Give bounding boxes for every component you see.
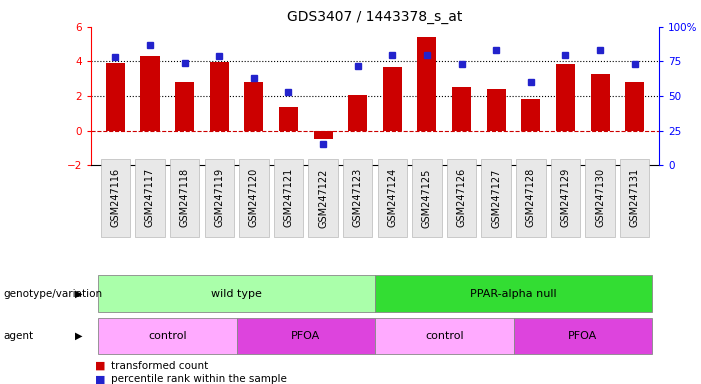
Text: GSM247127: GSM247127 (491, 168, 501, 228)
Text: wild type: wild type (211, 289, 262, 299)
Bar (245, 82, 264, 131)
Bar (140, 56, 160, 131)
Text: GSM247121: GSM247121 (283, 168, 294, 227)
Bar (175, 82, 194, 131)
Bar (452, 88, 471, 131)
Text: agent: agent (4, 331, 34, 341)
Text: GSM247125: GSM247125 (422, 168, 432, 228)
Text: control: control (425, 331, 463, 341)
Bar (383, 67, 402, 131)
Text: ■: ■ (95, 374, 105, 384)
Text: PFOA: PFOA (568, 331, 597, 341)
Text: GSM247117: GSM247117 (145, 168, 155, 227)
Bar (348, 95, 367, 131)
Text: GSM247126: GSM247126 (456, 168, 467, 227)
Text: transformed count: transformed count (111, 361, 208, 371)
Bar (375, 275, 652, 312)
Text: percentile rank within the sample: percentile rank within the sample (111, 374, 287, 384)
Text: GSM247130: GSM247130 (595, 168, 605, 227)
Bar (98, 275, 375, 312)
Bar (210, 62, 229, 131)
Text: PPAR-alpha null: PPAR-alpha null (470, 289, 557, 299)
Bar (236, 318, 375, 354)
Title: GDS3407 / 1443378_s_at: GDS3407 / 1443378_s_at (287, 10, 463, 25)
Text: GSM247120: GSM247120 (249, 168, 259, 227)
Text: GSM247119: GSM247119 (215, 168, 224, 227)
Bar (625, 82, 644, 131)
Bar (375, 318, 514, 354)
Bar (522, 99, 540, 131)
Bar (279, 107, 298, 131)
Text: GSM247118: GSM247118 (179, 168, 189, 227)
Text: genotype/variation: genotype/variation (4, 289, 102, 299)
Bar (106, 63, 125, 131)
Bar (418, 37, 437, 131)
Text: GSM247123: GSM247123 (353, 168, 362, 227)
Text: ▶: ▶ (75, 289, 83, 299)
Text: GSM247129: GSM247129 (561, 168, 571, 227)
Text: GSM247128: GSM247128 (526, 168, 536, 227)
Bar (98, 318, 236, 354)
Text: GSM247131: GSM247131 (629, 168, 640, 227)
Text: GSM247116: GSM247116 (110, 168, 121, 227)
Bar (486, 89, 505, 131)
Bar (313, 131, 332, 139)
Bar (556, 64, 575, 131)
Text: PFOA: PFOA (291, 331, 320, 341)
Text: GSM247122: GSM247122 (318, 168, 328, 228)
Text: control: control (148, 331, 186, 341)
Bar (514, 318, 652, 354)
Text: ▶: ▶ (75, 331, 83, 341)
Text: GSM247124: GSM247124 (388, 168, 397, 227)
Bar (590, 74, 610, 131)
Text: ■: ■ (95, 361, 105, 371)
